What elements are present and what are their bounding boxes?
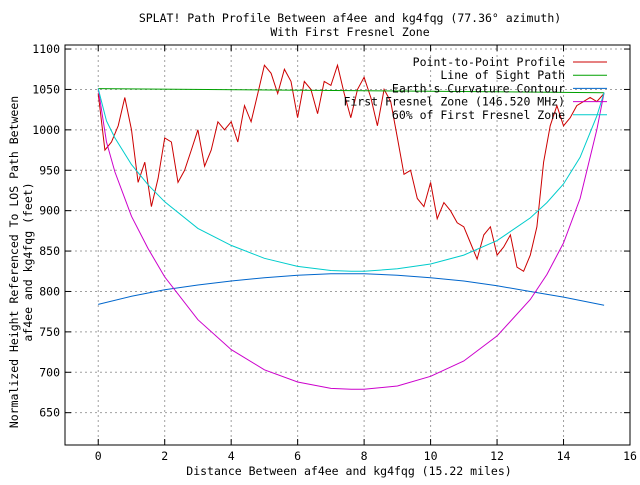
series-line-earth-s-curvature-contour (98, 273, 605, 306)
legend-label: Earth's Curvature Contour (392, 81, 565, 95)
y-tick-label: 900 (39, 204, 60, 218)
legend-label: 60% of First Fresnel Zone (392, 108, 565, 122)
series-line-point-to-point-profile (97, 63, 605, 273)
plot-frame (64, 44, 631, 446)
x-tick-label: 16 (623, 449, 637, 463)
x-tick-label: 10 (424, 449, 438, 463)
y-tick-label: 800 (39, 284, 60, 298)
y-tick-label: 1000 (32, 123, 60, 137)
axis-ticks: 0 2 4 6 8 10 12 14 16 650 700 750 800 850 900 950 1000 10… (32, 42, 637, 463)
legend-label: First Fresnel Zone (146.520 MHz) (343, 95, 565, 109)
legend-label: Point-to-Point Profile (413, 55, 565, 69)
series-line-line-of-sight-path (98, 88, 605, 94)
series-layer (97, 63, 605, 390)
x-tick-label: 12 (490, 449, 504, 463)
x-tick-label: 6 (294, 449, 301, 463)
y-tick-label: 1050 (32, 82, 60, 96)
y-tick-label: 650 (39, 406, 60, 420)
y-tick-label: 850 (39, 244, 60, 258)
x-axis-label: Distance Between af4ee and kg4fqg (15.22… (186, 464, 511, 478)
y-tick-label: 1100 (32, 42, 60, 56)
series-line-first-fresnel-zone-146-520-mhz (97, 88, 605, 390)
chart-title: SPLAT! Path Profile Between af4ee and kg… (139, 11, 561, 25)
legend-label: Line of Sight Path (440, 68, 565, 82)
x-tick-label: 0 (95, 449, 102, 463)
y-tick-label: 700 (39, 365, 60, 379)
x-tick-label: 14 (557, 449, 571, 463)
series-line-60-of-first-fresnel-zone (97, 88, 605, 272)
y-tick-label: 750 (39, 325, 60, 339)
y-axis-label-line-2: af4ee and kg4fqg (feet) (21, 182, 35, 341)
y-tick-label: 950 (39, 163, 60, 177)
x-tick-label: 4 (228, 449, 235, 463)
x-tick-label: 8 (361, 449, 368, 463)
y-axis-label-line-1: Normalized Height Referenced To LOS Path… (7, 96, 21, 428)
x-tick-label: 2 (161, 449, 168, 463)
chart-subtitle: With First Fresnel Zone (270, 25, 429, 39)
